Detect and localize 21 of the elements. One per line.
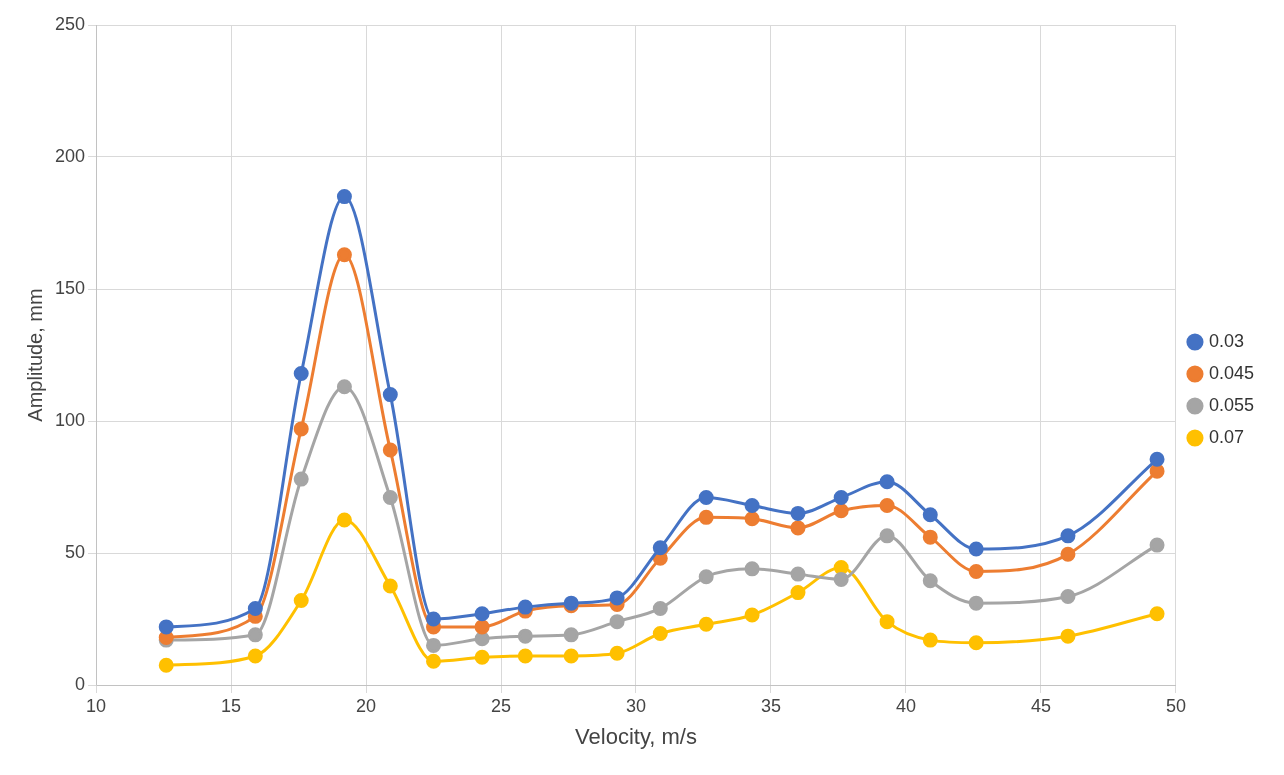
x-tick-label: 40 [895,695,916,716]
x-tick-label: 15 [221,695,242,716]
y-axis-title: Amplitude, mm [23,288,46,422]
legend-label: 0.055 [1208,394,1254,415]
x-tick-label: 20 [356,695,377,716]
y-tick-label: 50 [65,541,86,562]
x-tick-label: 35 [760,695,781,716]
y-tick-label: 200 [54,145,86,166]
y-tick-label: 100 [54,409,86,430]
x-tick-label: 30 [625,695,647,716]
y-tick-label: 0 [75,673,86,694]
x-tick-label: 50 [1165,695,1186,716]
x-tick-label: 25 [490,695,512,716]
legend-label: 0.03 [1208,330,1244,351]
y-tick-label: 250 [54,13,86,34]
x-axis-title: Velocity, m/s [575,723,697,749]
x-tick-label: 10 [86,695,107,716]
legend-label: 0.045 [1208,362,1254,383]
x-tick-label: 45 [1030,695,1051,716]
y-tick-label: 150 [54,277,86,298]
legend-label: 0.07 [1208,426,1244,447]
